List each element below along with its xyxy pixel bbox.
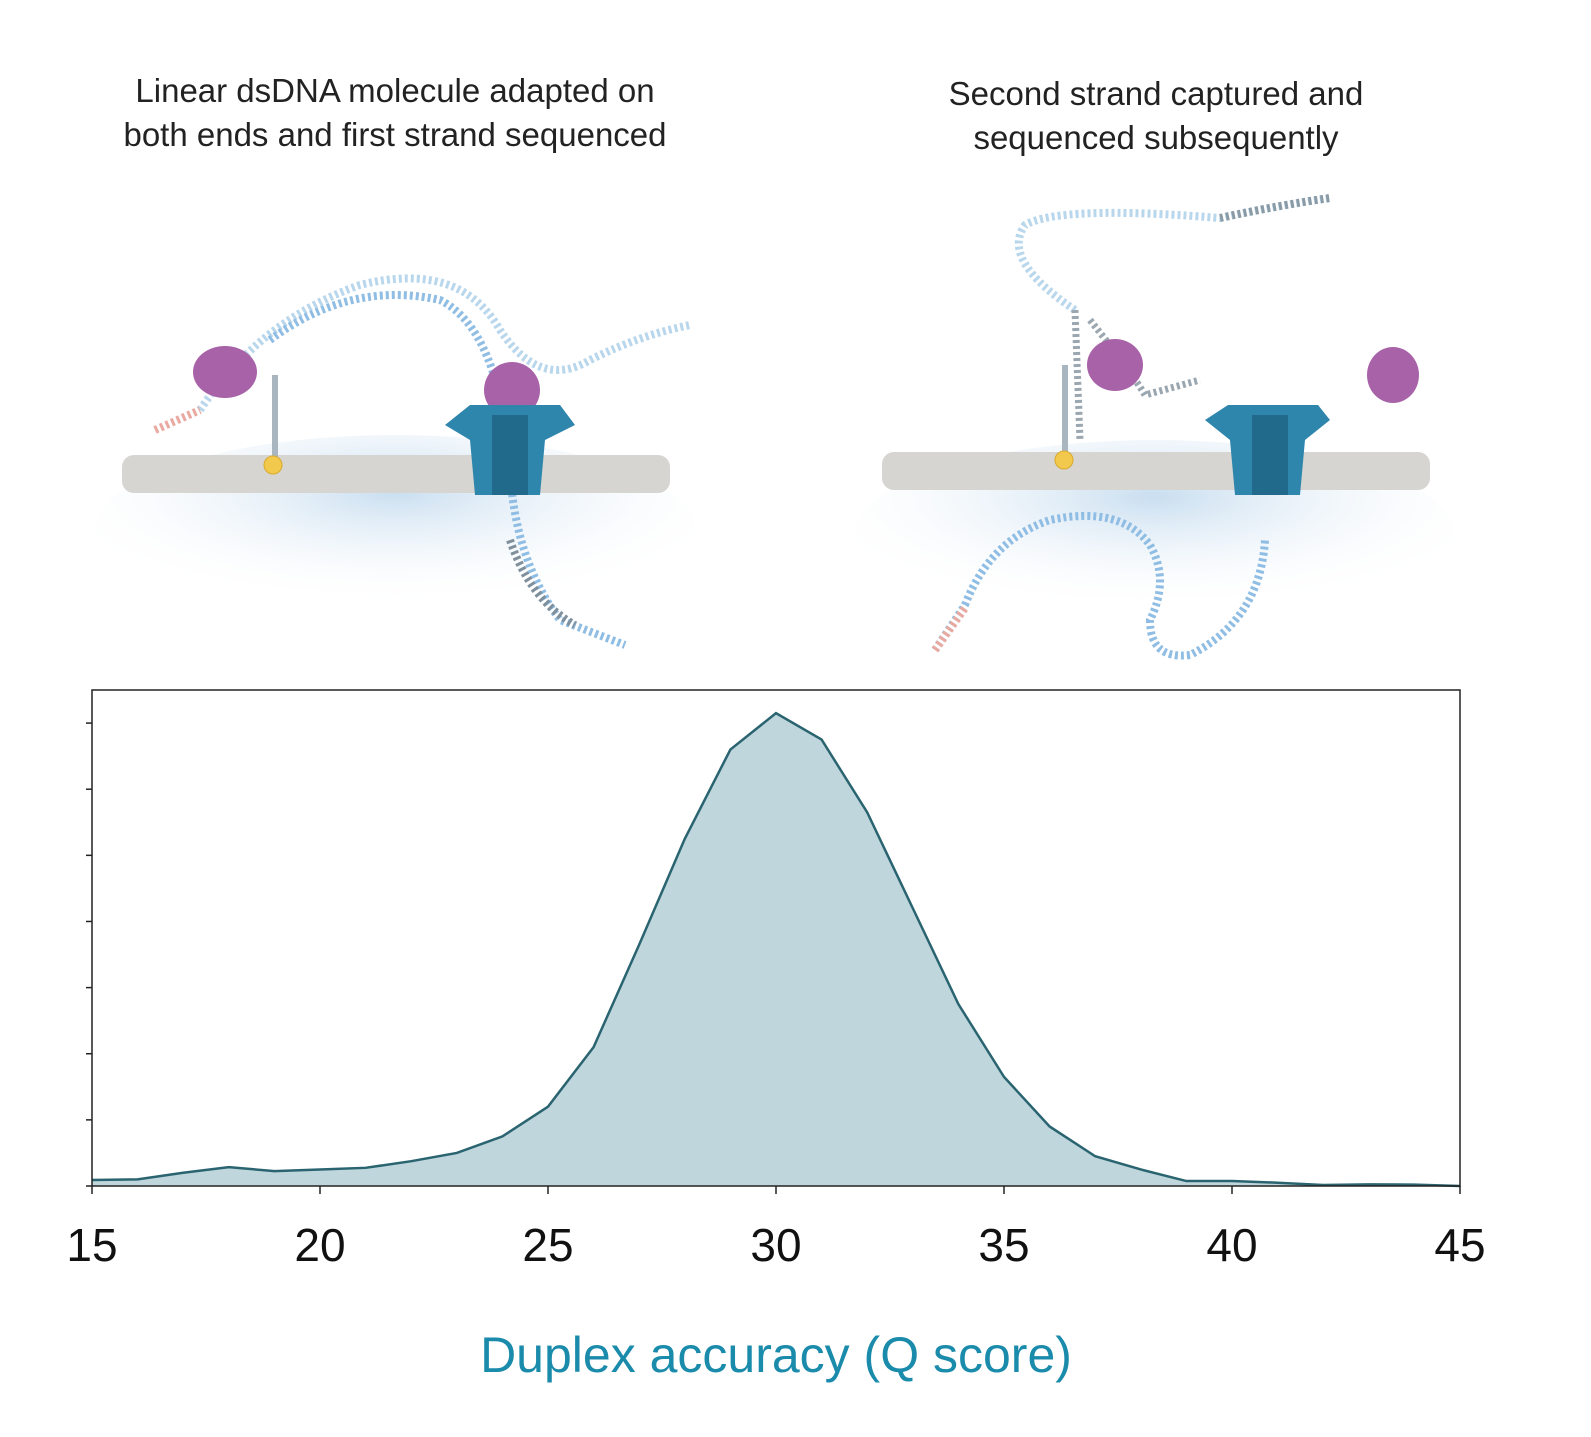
caption: Second strand captured and: [949, 75, 1364, 112]
area-fill: [92, 713, 1460, 1186]
x-tick-label: 20: [294, 1219, 345, 1271]
caption: both ends and first strand sequenced: [123, 116, 666, 153]
density-line: [91, 711, 1461, 1188]
illustration-right: [855, 194, 1455, 660]
x-tick-label: 30: [750, 1219, 801, 1271]
x-tick-label: 45: [1434, 1219, 1485, 1271]
x-tick-label: 35: [978, 1219, 1029, 1271]
x-axis-label: Duplex accuracy (Q score): [480, 1327, 1072, 1383]
illustration-left: [95, 274, 695, 649]
x-tick-label: 15: [66, 1219, 117, 1271]
x-tick-label: 25: [522, 1219, 573, 1271]
caption: Linear dsDNA molecule adapted on: [135, 72, 654, 109]
caption: sequenced subsequently: [973, 119, 1339, 156]
x-tick-label: 40: [1206, 1219, 1257, 1271]
